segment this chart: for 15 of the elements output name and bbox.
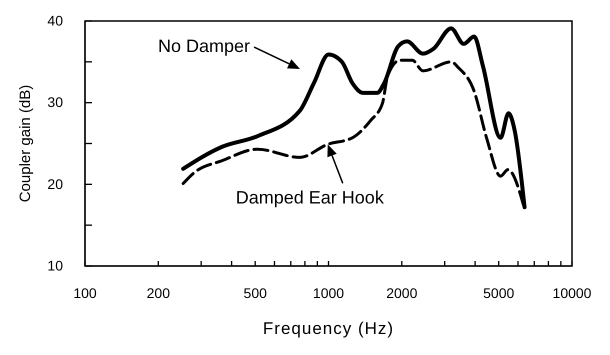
y-tick-label: 20 [47, 176, 64, 192]
x-tick-label: 2000 [386, 284, 418, 301]
y-tick-label: 30 [47, 94, 64, 110]
y-tick-label: 10 [47, 257, 64, 274]
x-tick-label: 200 [146, 284, 170, 301]
x-axis-title: Frequency (Hz) [262, 319, 394, 338]
y-tick-label: 40 [47, 12, 64, 28]
x-tick-label: 5000 [483, 284, 514, 301]
x-tick-label: 1000 [312, 284, 344, 301]
x-tick-label: 10000 [552, 284, 592, 301]
x-tick-label: 500 [244, 284, 268, 301]
x-tick-label: 100 [73, 284, 97, 301]
annotation: Damped Ear Hook [236, 187, 385, 208]
annotation: No Damper [158, 36, 250, 56]
y-axis-title: Coupler gain (dB) [17, 84, 34, 202]
